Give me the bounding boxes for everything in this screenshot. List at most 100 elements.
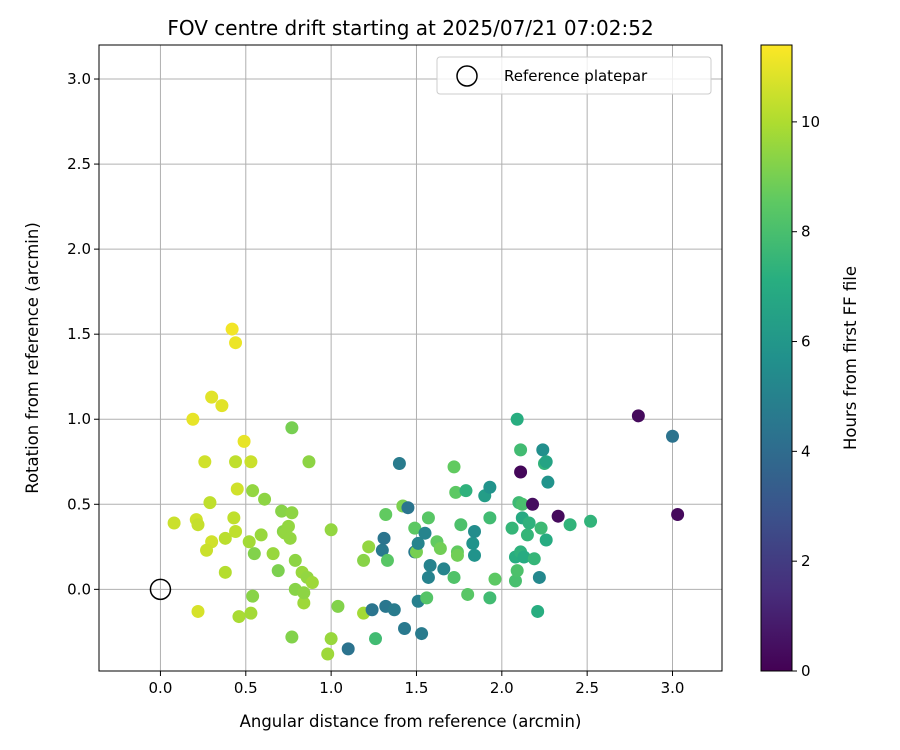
data-point xyxy=(536,443,550,457)
data-point xyxy=(461,587,475,601)
data-point xyxy=(447,570,461,584)
y-tick-label: 0.5 xyxy=(67,495,91,513)
data-point xyxy=(258,492,272,506)
data-point xyxy=(285,506,299,520)
grid xyxy=(99,45,722,671)
data-point xyxy=(433,542,447,556)
data-point xyxy=(418,526,432,540)
data-point xyxy=(488,572,502,586)
data-points xyxy=(167,322,685,661)
y-tick-label: 3.0 xyxy=(67,70,91,88)
data-point xyxy=(377,531,391,545)
data-point xyxy=(449,485,463,499)
data-point xyxy=(283,531,297,545)
data-point xyxy=(205,390,219,404)
data-point xyxy=(454,518,468,532)
data-point xyxy=(365,603,379,617)
colorbar: 0 2 4 6 8 10 Hours from first FF file xyxy=(760,44,860,680)
data-point xyxy=(225,322,239,336)
data-point xyxy=(423,559,437,573)
data-point xyxy=(247,547,261,561)
data-point xyxy=(324,523,338,537)
data-point xyxy=(288,553,302,567)
colorbar-tick-label: 6 xyxy=(801,333,811,351)
data-point xyxy=(459,484,473,498)
data-point xyxy=(483,511,497,525)
data-point xyxy=(514,443,528,457)
colorbar-gradient xyxy=(760,44,793,672)
data-point xyxy=(468,525,482,539)
data-point xyxy=(483,480,497,494)
data-point xyxy=(227,511,241,525)
data-point xyxy=(244,455,258,469)
data-point xyxy=(229,336,243,350)
data-point xyxy=(468,548,482,562)
data-point xyxy=(297,586,311,600)
data-point xyxy=(421,511,435,525)
data-point xyxy=(408,521,422,535)
data-point xyxy=(198,455,212,469)
data-point xyxy=(534,521,548,535)
data-point xyxy=(324,632,338,646)
data-point xyxy=(375,543,389,557)
x-tick-label: 3.0 xyxy=(661,679,685,697)
data-point xyxy=(254,528,268,542)
x-axis-label: Angular distance from reference (arcmin) xyxy=(240,712,582,731)
data-point xyxy=(242,535,256,549)
data-point xyxy=(437,562,451,576)
data-point xyxy=(666,429,680,443)
data-point xyxy=(450,548,464,562)
data-point xyxy=(505,521,519,535)
y-tick-label: 0.0 xyxy=(67,580,91,598)
chart-title: FOV centre drift starting at 2025/07/21 … xyxy=(167,16,653,40)
reference-platepar-marker xyxy=(149,578,172,601)
data-point xyxy=(369,632,383,646)
colorbar-ticks: 0 2 4 6 8 10 xyxy=(792,113,820,680)
data-point xyxy=(331,599,345,613)
data-point xyxy=(411,536,425,550)
y-tick-label: 2.5 xyxy=(67,155,91,173)
x-tick-label: 1.0 xyxy=(319,679,343,697)
legend: Reference platepar xyxy=(436,56,712,95)
data-point xyxy=(191,604,205,618)
data-point xyxy=(285,421,299,435)
data-point xyxy=(232,610,246,624)
data-point xyxy=(305,576,319,590)
data-point xyxy=(200,543,214,557)
data-point xyxy=(302,455,316,469)
data-point xyxy=(186,412,200,426)
data-point xyxy=(230,482,244,496)
colorbar-tick-label: 4 xyxy=(801,442,811,460)
x-axis-ticks: 0.0 0.5 1.0 1.5 2.0 2.5 3.0 xyxy=(149,671,685,697)
y-tick-label: 1.0 xyxy=(67,410,91,428)
data-point xyxy=(508,574,522,588)
data-point xyxy=(520,528,534,542)
x-tick-label: 1.5 xyxy=(405,679,429,697)
y-tick-label: 1.5 xyxy=(67,325,91,343)
x-tick-label: 2.0 xyxy=(490,679,514,697)
data-point xyxy=(584,514,598,528)
data-point xyxy=(532,570,546,584)
data-point xyxy=(466,536,480,550)
data-point xyxy=(244,606,258,620)
data-point xyxy=(563,518,577,532)
data-point xyxy=(246,484,260,498)
data-point xyxy=(631,409,645,423)
data-point xyxy=(341,642,355,656)
x-tick-label: 0.5 xyxy=(234,679,258,697)
data-point xyxy=(421,570,435,584)
data-point xyxy=(297,596,311,610)
data-point xyxy=(218,531,232,545)
data-point xyxy=(420,591,434,605)
data-point xyxy=(415,627,429,641)
data-point xyxy=(387,603,401,617)
data-point xyxy=(671,508,685,521)
data-point xyxy=(379,508,393,521)
legend-box xyxy=(436,56,712,95)
y-axis-ticks: 0.0 0.5 1.0 1.5 2.0 2.5 3.0 xyxy=(67,70,99,598)
data-point xyxy=(510,564,524,578)
data-point xyxy=(271,564,285,578)
data-point xyxy=(229,525,243,539)
data-point xyxy=(357,553,371,567)
